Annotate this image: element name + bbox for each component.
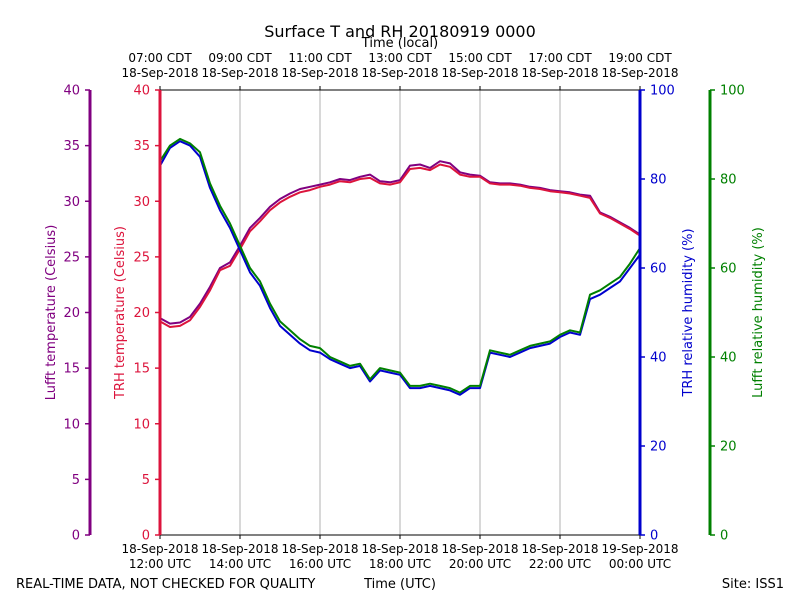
top-tick-time: 09:00 CDT xyxy=(208,51,272,65)
top-tick-time: 15:00 CDT xyxy=(448,51,512,65)
y-tick-label: 0 xyxy=(720,529,728,544)
y-tick-label: 10 xyxy=(133,417,150,432)
top-tick-date: 18-Sep-2018 xyxy=(201,66,278,80)
y-tick-label: 30 xyxy=(133,195,150,210)
y-tick-label: 0 xyxy=(142,529,150,544)
x-tick-date: 18-Sep-2018 xyxy=(121,542,198,556)
y-tick-label: 30 xyxy=(63,195,80,210)
y-tick-label: 25 xyxy=(63,250,80,265)
series-line-trh-relative-humidity xyxy=(159,140,641,396)
chart-title: Surface T and RH 20180919 0000 xyxy=(264,22,536,41)
top-tick-time: 13:00 CDT xyxy=(368,51,432,65)
y-tick-label: 40 xyxy=(133,84,150,99)
y-axis-trh-temp: 0 5 10 15 20 25 30 35 40 TRH temperature (Celsius… xyxy=(113,84,162,544)
site-label: Site: ISS1 xyxy=(722,577,784,592)
x-tick-time: 18:00 UTC xyxy=(369,557,431,571)
y-tick-label: 100 xyxy=(720,84,745,99)
y-tick-label: 20 xyxy=(650,440,667,455)
top-tick-time: 07:00 CDT xyxy=(128,51,192,65)
y-tick-label: 20 xyxy=(133,306,150,321)
series-line-lufft-relative-humidity xyxy=(159,137,641,394)
top-tick-date: 18-Sep-2018 xyxy=(121,66,198,80)
x-axis-label: Time (UTC) xyxy=(363,577,436,592)
top-tick-date: 18-Sep-2018 xyxy=(281,66,358,80)
x-tick-time: 14:00 UTC xyxy=(209,557,271,571)
y-axis-label: Lufft temperature (Celsius) xyxy=(44,225,59,401)
y-axis-label: TRH temperature (Celsius) xyxy=(113,226,128,400)
y-tick-label: 80 xyxy=(720,173,737,188)
x-tick-time: 22:00 UTC xyxy=(529,557,591,571)
y-tick-label: 0 xyxy=(72,529,80,544)
top-tick-date: 18-Sep-2018 xyxy=(361,66,438,80)
y-axis-lufft-rh: 0 20 40 60 80 100 Lufft relative humidity (%) xyxy=(708,84,766,544)
y-tick-label: 15 xyxy=(63,362,80,377)
y-axis-trh-rh: 0 20 40 60 80 100 TRH relative humidity (%) xyxy=(638,84,696,544)
x-tick-time: 16:00 UTC xyxy=(289,557,351,571)
y-tick-label: 35 xyxy=(133,139,150,154)
x-tick-date: 18-Sep-2018 xyxy=(521,542,598,556)
y-axis-label: TRH relative humidity (%) xyxy=(681,228,696,397)
y-tick-label: 100 xyxy=(650,84,675,99)
x-tick-date: 18-Sep-2018 xyxy=(441,542,518,556)
y-tick-label: 60 xyxy=(650,262,667,277)
quality-disclaimer: REAL-TIME DATA, NOT CHECKED FOR QUALITY xyxy=(16,577,315,592)
top-tick-date: 18-Sep-2018 xyxy=(521,66,598,80)
y-axes: 0 5 10 15 20 25 30 35 40 Lufft temperature (Celsi… xyxy=(44,84,766,544)
top-tick-date: 18-Sep-2018 xyxy=(601,66,678,80)
x-tick-date: 18-Sep-2018 xyxy=(281,542,358,556)
x-tick-time: 20:00 UTC xyxy=(449,557,511,571)
y-tick-label: 80 xyxy=(650,173,667,188)
top-tick-time: 19:00 CDT xyxy=(608,51,672,65)
y-tick-label: 15 xyxy=(133,362,150,377)
y-tick-label: 0 xyxy=(650,529,658,544)
y-tick-label: 5 xyxy=(142,473,150,488)
x-tick-date: 18-Sep-2018 xyxy=(201,542,278,556)
top-tick-time: 17:00 CDT xyxy=(528,51,592,65)
y-axis-lufft-temp: 0 5 10 15 20 25 30 35 40 Lufft temperature (Celsi… xyxy=(44,84,92,544)
x-tick-date: 19-Sep-2018 xyxy=(601,542,678,556)
y-tick-label: 40 xyxy=(720,351,737,366)
top-tick-time: 11:00 CDT xyxy=(288,51,352,65)
y-tick-label: 40 xyxy=(650,351,667,366)
y-tick-label: 60 xyxy=(720,262,737,277)
y-axis-label: Lufft relative humidity (%) xyxy=(751,227,766,398)
x-tick-date: 18-Sep-2018 xyxy=(361,542,438,556)
top-axis-label: Time (local) xyxy=(361,36,438,51)
y-tick-label: 20 xyxy=(63,306,80,321)
y-tick-label: 25 xyxy=(133,250,150,265)
y-tick-label: 5 xyxy=(72,473,80,488)
x-tick-time: 12:00 UTC xyxy=(129,557,191,571)
x-tick-time: 00:00 UTC xyxy=(609,557,671,571)
y-tick-label: 40 xyxy=(63,84,80,99)
y-tick-label: 10 xyxy=(63,417,80,432)
series-layer xyxy=(159,137,641,396)
top-tick-date: 18-Sep-2018 xyxy=(441,66,518,80)
y-tick-label: 20 xyxy=(720,440,737,455)
gridlines xyxy=(239,90,561,535)
y-tick-label: 35 xyxy=(63,139,80,154)
